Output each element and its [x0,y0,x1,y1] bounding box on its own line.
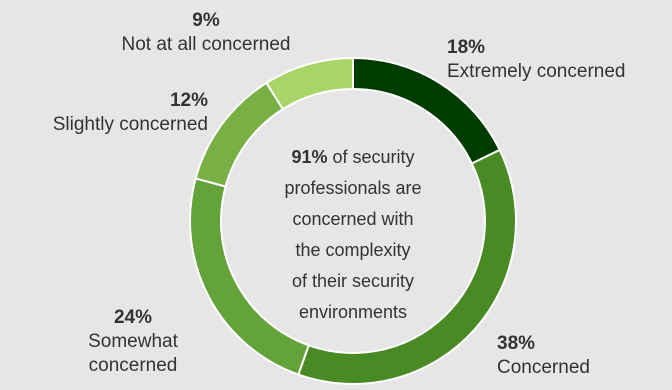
center-line-1: of security [327,147,415,167]
label-concerned: 38% Concerned [497,332,647,380]
label-slightly-text: Slightly concerned [52,114,208,135]
label-somewhat-text-2: concerned [88,355,178,376]
center-caption: 91% of security professionals are concer… [238,142,468,328]
label-somewhat-text-1: Somewhat [88,331,178,352]
label-somewhat-pct: 24% [113,307,153,328]
label-not-at-all-pct: 9% [192,10,220,31]
center-line-5: of their security [291,271,415,291]
label-extremely-pct: 18% [447,37,486,58]
center-line-6: environments [298,302,408,322]
center-line-3: concerned with [292,209,414,229]
label-extremely-text: Extremely concerned [447,61,626,82]
label-somewhat: 24% Somewhat concerned [60,306,206,378]
center-line-4: the complexity [295,240,411,260]
center-line-2: professionals are [284,178,422,198]
label-slightly: 12% Slightly concerned [8,89,208,137]
label-slightly-pct: 12% [169,90,208,111]
donut-slice-not-at-all-concerned [265,56,354,111]
label-concerned-text: Concerned [497,357,590,378]
label-not-at-all-text: Not at all concerned [121,34,291,55]
label-concerned-pct: 38% [497,333,536,354]
center-highlight: 91% [291,147,328,167]
label-extremely: 18% Extremely concerned [447,36,669,84]
label-not-at-all: 9% Not at all concerned [96,9,316,57]
